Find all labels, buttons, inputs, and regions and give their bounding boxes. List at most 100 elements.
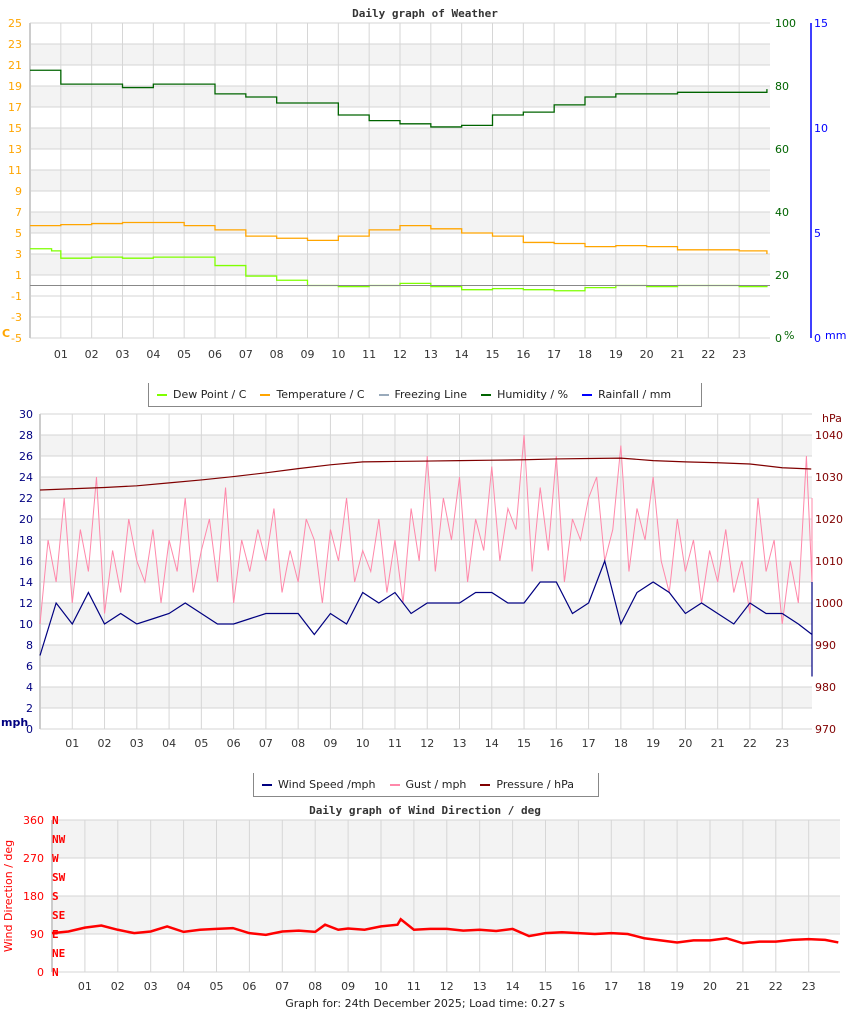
x-tick-label: 19	[670, 980, 684, 993]
y-tick-pressure: 1020	[815, 513, 843, 526]
x-tick-label: 14	[485, 737, 499, 750]
x-tick-label: 08	[291, 737, 305, 750]
x-tick-label: 16	[516, 348, 530, 361]
legend-item: Pressure / hPa	[480, 778, 574, 791]
x-tick-label: 19	[646, 737, 660, 750]
x-tick-label: 14	[455, 348, 469, 361]
x-tick-label: 03	[116, 348, 130, 361]
x-tick-label: 10	[356, 737, 370, 750]
x-tick-label: 03	[144, 980, 158, 993]
y-tick-left: -5	[11, 332, 22, 345]
weather-legend: Dew Point / C Temperature / C Freezing Lin…	[148, 383, 702, 407]
y-tick-pressure: 1030	[815, 471, 843, 484]
x-tick-label: 20	[640, 348, 654, 361]
legend-swatch	[378, 393, 389, 396]
legend-item: Humidity / %	[481, 388, 568, 401]
y-tick-left: 8	[26, 639, 33, 652]
y-tick-left: 13	[8, 143, 22, 156]
x-tick-label: 13	[424, 348, 438, 361]
x-tick-label: 06	[208, 348, 222, 361]
y-tick-left: 14	[19, 576, 33, 589]
y-tick-left: 0	[26, 723, 33, 736]
legend-item: Dew Point / C	[157, 388, 246, 401]
x-tick-label: 17	[547, 348, 561, 361]
y-tick-pressure: 980	[815, 681, 836, 694]
y-axis-unit-left: C	[2, 327, 10, 340]
x-tick-label: 12	[420, 737, 434, 750]
x-tick-label: 20	[703, 980, 717, 993]
x-tick-label: 12	[393, 348, 407, 361]
x-tick-label: 17	[604, 980, 618, 993]
x-tick-label: 22	[701, 348, 715, 361]
y-tick-left: 23	[8, 38, 22, 51]
legend-item: Gust / mph	[389, 778, 467, 791]
y-tick-rainfall: 5	[814, 227, 821, 240]
y-tick-left: 20	[19, 513, 33, 526]
x-tick-label: 04	[162, 737, 176, 750]
footer-status: Graph for: 24th December 2025; Load time…	[285, 997, 565, 1010]
grid-band	[40, 477, 812, 498]
x-tick-label: 18	[578, 348, 592, 361]
x-tick-label: 08	[308, 980, 322, 993]
y-tick-direction: 90	[30, 928, 44, 941]
compass-label: NE	[52, 947, 65, 960]
x-tick-label: 07	[259, 737, 273, 750]
y-tick-left: 3	[15, 248, 22, 261]
y-tick-left: 25	[8, 17, 22, 30]
y-axis-unit-humidity: %	[784, 329, 794, 342]
x-tick-label: 07	[275, 980, 289, 993]
x-tick-label: 01	[65, 737, 79, 750]
x-tick-label: 06	[227, 737, 241, 750]
x-tick-label: 02	[98, 737, 112, 750]
legend-item: Freezing Line	[378, 388, 468, 401]
x-tick-label: 21	[736, 980, 750, 993]
y-tick-humidity: 60	[775, 143, 789, 156]
y-tick-humidity: 0	[775, 332, 782, 345]
legend-swatch	[582, 393, 593, 396]
x-tick-label: 18	[637, 980, 651, 993]
y-tick-left: 11	[8, 164, 22, 177]
legend-label: Freezing Line	[394, 388, 468, 401]
x-tick-label: 21	[671, 348, 685, 361]
grid-band	[40, 435, 812, 456]
x-tick-label: 01	[78, 980, 92, 993]
y-axis-unit-rainfall: mm	[825, 329, 846, 342]
y-tick-rainfall: 10	[814, 122, 828, 135]
legend-label: Gust / mph	[405, 778, 467, 791]
y-tick-humidity: 100	[775, 17, 796, 30]
x-tick-label: 23	[775, 737, 789, 750]
y-axis-unit-mph: mph	[1, 716, 28, 729]
x-tick-label: 16	[549, 737, 563, 750]
x-tick-label: 07	[239, 348, 253, 361]
y-tick-pressure: 1000	[815, 597, 843, 610]
y-tick-left: 18	[19, 534, 33, 547]
compass-label: W	[52, 852, 59, 865]
y-tick-pressure: 970	[815, 723, 836, 736]
x-tick-label: 02	[111, 980, 125, 993]
y-tick-left: 24	[19, 471, 33, 484]
grid-band	[40, 645, 812, 666]
legend-label: Humidity / %	[497, 388, 569, 401]
chart-title: Daily graph of Weather	[352, 7, 498, 20]
y-tick-pressure: 1040	[815, 429, 843, 442]
legend-item: Temperature / C	[260, 388, 365, 401]
y-tick-direction: 360	[23, 814, 44, 827]
x-tick-label: 23	[802, 980, 816, 993]
wind-legend: Wind Speed /mph Gust / mph Pressure / hPa	[253, 773, 599, 797]
legend-label: Temperature / C	[276, 388, 365, 401]
x-tick-label: 19	[609, 348, 623, 361]
x-tick-label: 11	[388, 737, 402, 750]
y-axis-unit-pressure: hPa	[822, 412, 842, 425]
series-wind-direction	[51, 917, 839, 945]
legend-swatch	[157, 393, 167, 396]
x-tick-label: 22	[769, 980, 783, 993]
y-tick-rainfall: 15	[814, 17, 828, 30]
grid-band	[40, 687, 812, 708]
legend-swatch	[262, 783, 272, 786]
y-tick-direction: 180	[23, 890, 44, 903]
y-axis-label: Wind Direction / deg	[2, 840, 15, 952]
series-humidity	[30, 69, 768, 128]
x-tick-label: 18	[614, 737, 628, 750]
legend-swatch	[260, 393, 271, 396]
